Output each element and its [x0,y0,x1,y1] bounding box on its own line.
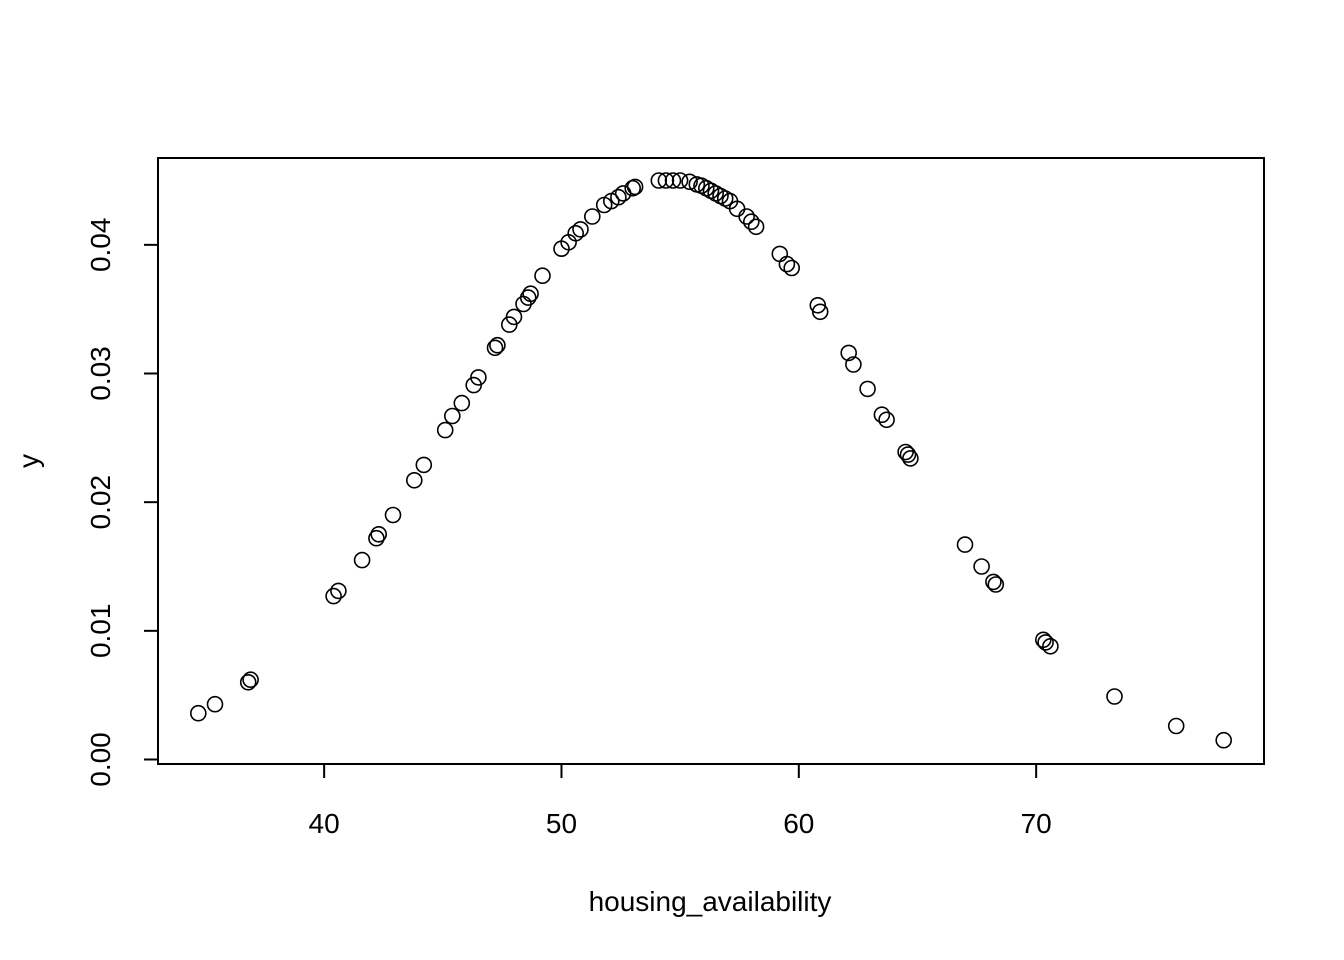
x-tick-label: 50 [546,808,577,839]
plot-frame [157,157,1265,765]
data-point [899,446,917,463]
x-axis: 40 50 60 70 [309,763,1052,839]
data-point [486,339,504,357]
data-point [330,582,347,600]
data-point [190,704,207,722]
data-point [747,218,765,236]
data-point [384,506,402,524]
data-point [859,380,876,398]
data-point [489,336,506,354]
data-point [583,208,601,225]
data-point [783,259,801,277]
data-point [1167,717,1185,735]
x-axis-label: housing_availability [589,886,832,917]
data-point [1106,688,1123,705]
x-tick-label: 60 [783,808,814,839]
data-point [519,289,537,306]
data-point [453,394,471,412]
data-point [742,213,760,230]
data-point [443,407,461,425]
data-point [626,178,644,196]
data-point [878,411,895,429]
y-tick-label: 0.01 [85,604,116,659]
data-point [436,421,454,439]
data-point [415,456,433,474]
data-point [973,558,990,575]
y-tick-label: 0.02 [85,475,116,530]
data-point [771,245,789,263]
y-tick-label: 0.00 [85,732,116,787]
data-point [567,225,585,242]
data-point [738,208,755,225]
data-point [206,695,224,713]
x-tick-label: 40 [309,808,340,839]
data-point [505,308,523,326]
data-point [242,671,259,689]
data-point [470,369,487,386]
y-tick-label: 0.03 [85,346,116,401]
data-point [845,356,862,373]
data-point [902,450,919,467]
data-point [778,255,796,273]
data-point [610,188,627,206]
y-axis: 0.00 0.01 0.02 0.03 0.04 [85,218,159,787]
data-point [840,344,858,362]
data-point [987,576,1005,593]
y-axis-label: y [13,454,44,468]
data-point [522,285,539,303]
data-point [368,529,385,547]
data-point [671,172,689,189]
data-point [985,573,1002,591]
data-point [405,471,423,489]
data-point [353,551,371,569]
y-tick-label: 0.04 [85,218,116,272]
data-point [1037,634,1054,651]
points-layer [190,172,1232,749]
data-point [681,173,698,191]
data-point [370,525,388,543]
data-point [534,267,551,285]
data-point [956,536,974,553]
data-point [572,221,589,238]
data-point [811,303,829,321]
data-point [657,172,675,189]
data-point [664,172,682,189]
data-point [624,179,642,197]
data-point [1215,731,1232,749]
data-point [325,587,342,605]
data-point [239,673,257,691]
data-point [1042,637,1059,655]
x-tick-label: 70 [1021,808,1052,839]
data-point [873,406,891,424]
